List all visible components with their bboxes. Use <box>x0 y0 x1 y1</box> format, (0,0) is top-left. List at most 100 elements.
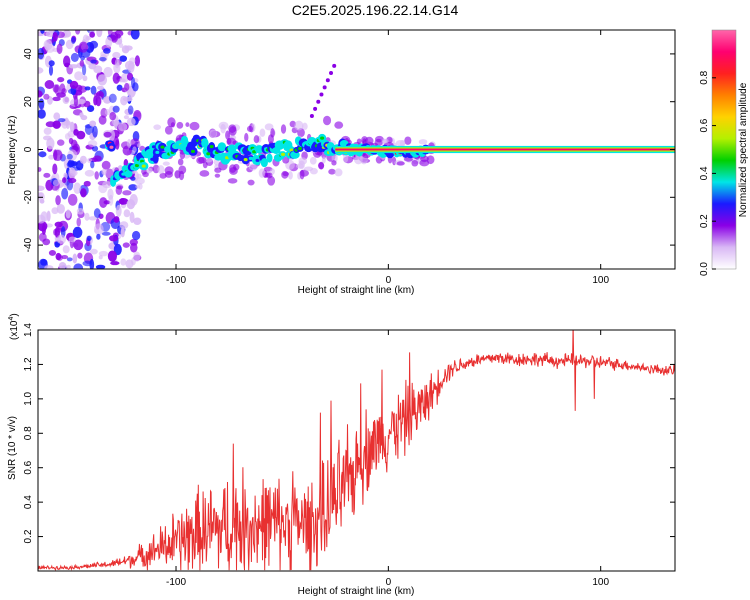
colorbar-ticks: 0.0 0.2 0.4 0.6 0.8 <box>699 70 716 276</box>
heatmap-noise-blob <box>54 226 61 238</box>
snr-frame <box>37 329 676 572</box>
heatmap-halo-blob <box>227 178 238 184</box>
heatmap-noise-blob <box>73 182 82 194</box>
heatmap-noise-blob <box>90 160 95 169</box>
heatmap-noise-blob <box>94 171 99 180</box>
heatmap-noise-blob <box>130 30 140 40</box>
heatmap-marks <box>38 30 675 269</box>
heatmap-noise-blob <box>76 217 81 227</box>
heatmap-halo-blob <box>226 137 237 146</box>
heatmap-noise-blob <box>38 109 46 119</box>
heatmap-halo-blob <box>244 132 249 142</box>
heatmap-noise-blob <box>84 169 95 177</box>
heatmap-halo-blob <box>134 177 145 185</box>
heatmap-noise-blob <box>88 216 98 221</box>
heatmap-noise-blob <box>57 76 65 83</box>
heatmap-noise-blob <box>56 43 63 55</box>
heatmap-noise-blob <box>48 250 57 256</box>
heatmap-halo-blob <box>218 121 229 130</box>
heatmap-noise-blob <box>56 234 67 245</box>
heatmap-noise-blob <box>127 105 134 115</box>
heatmap-noise-blob <box>87 140 98 148</box>
heatmap-halo-blob <box>334 121 344 129</box>
heatmap-ridge-core <box>155 150 160 154</box>
heatmap-halo-blob <box>162 161 170 166</box>
heatmap-halo-blob <box>247 179 255 186</box>
heatmap-noise-blob <box>96 30 103 38</box>
heatmap-halo-blob <box>302 122 308 131</box>
heatmap-noise-blob <box>61 88 67 94</box>
colorbar-tick-label: 0.8 <box>699 70 710 84</box>
colorbar-tick-label: 0.4 <box>699 166 710 180</box>
heatmap-halo-blob <box>317 162 325 170</box>
heatmap-noise-blob <box>69 170 78 177</box>
heatmap-noise-blob <box>85 36 91 41</box>
heatmap-noise-blob <box>96 85 105 90</box>
heatmap-noise-blob <box>115 204 122 217</box>
heatmap-noise-blob <box>55 195 61 206</box>
heatmap-halo-blob <box>135 184 140 189</box>
heatmap-halo-blob <box>411 159 419 167</box>
heatmap-halo-blob <box>343 152 349 163</box>
x-tick-label: 0 <box>386 577 392 588</box>
heatmap-noise-blob <box>79 59 85 67</box>
heatmap-halo-blob <box>282 171 289 177</box>
heatmap-noise-blob <box>52 179 60 187</box>
colorbar-label: Normalized spectral amplitude <box>738 82 749 217</box>
snr-x-ticks: -100 0 100 <box>166 330 609 588</box>
heatmap-streak-blob <box>325 78 330 83</box>
heatmap-noise-blob <box>83 180 91 187</box>
heatmap-noise-blob <box>78 41 89 53</box>
x-tick-label: 0 <box>386 275 392 286</box>
heatmap-noise-blob <box>53 112 61 121</box>
heatmap-noise-blob <box>44 265 54 269</box>
heatmap-noise-blob <box>38 214 46 224</box>
heatmap-noise-blob <box>66 257 73 262</box>
heatmap-noise-blob <box>101 168 107 176</box>
heatmap-halo-blob <box>137 143 142 148</box>
heatmap-noise-blob <box>72 253 78 264</box>
heatmap-halo-blob <box>259 128 266 137</box>
heatmap-y-axis-label: Frequency (Hz) <box>7 116 18 185</box>
heatmap-noise-blob <box>77 252 83 259</box>
heatmap-noise-blob <box>91 145 99 152</box>
heatmap-noise-blob <box>79 155 87 165</box>
heatmap-noise-blob <box>38 151 47 158</box>
heatmap-noise-blob <box>63 55 71 68</box>
heatmap-noise-blob <box>129 57 136 64</box>
heatmap-noise-blob <box>89 31 96 38</box>
heatmap-halo-blob <box>178 165 187 175</box>
heatmap-noise-blob <box>62 96 70 105</box>
heatmap-halo-blob <box>420 155 429 162</box>
heatmap-noise-blob <box>134 55 141 67</box>
heatmap-halo-blob <box>136 173 142 179</box>
heatmap-noise-blob <box>42 238 51 246</box>
heatmap-noise-blob <box>122 242 130 248</box>
heatmap-noise-blob <box>40 259 48 266</box>
heatmap-halo-blob <box>309 156 317 165</box>
heatmap-noise-blob <box>62 245 70 254</box>
heatmap-noise-blob <box>120 258 127 266</box>
heatmap-halo-blob <box>132 146 137 153</box>
heatmap-noise-blob <box>123 115 129 120</box>
heatmap-noise-blob <box>92 125 98 138</box>
heatmap-noise-blob <box>84 212 90 221</box>
x-tick-label: -100 <box>166 275 186 286</box>
heatmap-noise-blob <box>52 31 58 42</box>
heatmap-noise-blob <box>122 96 133 102</box>
heatmap-halo-blob <box>164 166 174 175</box>
heatmap-ridge-core <box>243 158 248 162</box>
heatmap-halo-blob <box>126 138 132 149</box>
heatmap-ridge-blob <box>201 138 209 149</box>
snr-scale-label: (x104) <box>8 313 20 340</box>
heatmap-halo-blob <box>214 167 222 173</box>
y-tick-label: 1.0 <box>23 391 34 405</box>
heatmap-noise-blob <box>76 207 84 215</box>
snr-x-axis-label: Height of straight line (km) <box>298 586 415 597</box>
heatmap-ridge-core <box>148 150 153 154</box>
heatmap-noise-blob <box>126 117 136 127</box>
heatmap-noise-blob <box>128 184 138 191</box>
heatmap-noise-blob <box>61 255 69 260</box>
heatmap-streak-blob <box>313 106 318 111</box>
heatmap-noise-blob <box>69 80 79 89</box>
